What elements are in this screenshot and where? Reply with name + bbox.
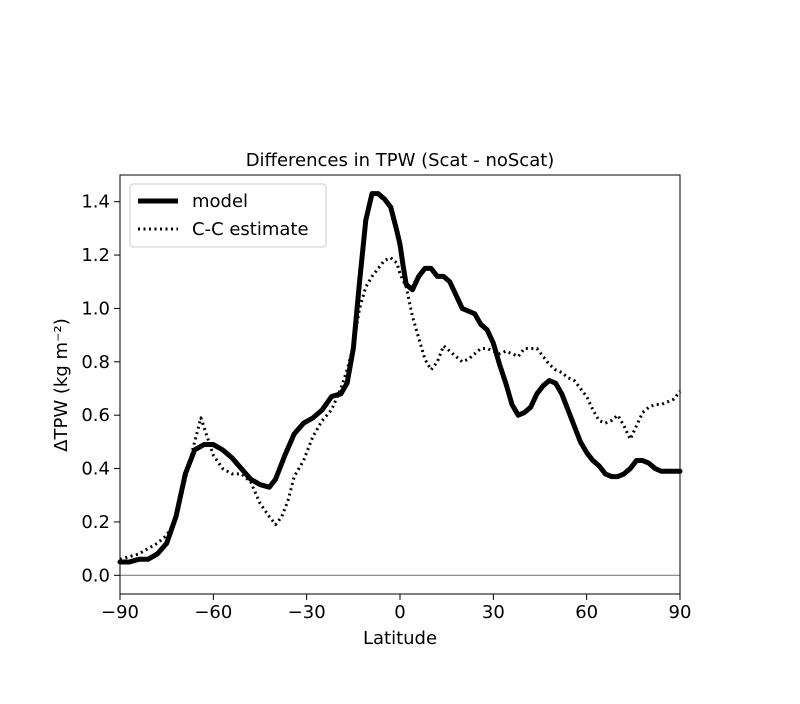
series-line-model: [117, 191, 683, 565]
legend-label-model: model: [192, 191, 248, 212]
y-tick-label: 1.2: [81, 245, 110, 266]
legend-label-cc-estimate: C-C estimate: [192, 219, 309, 240]
x-tick-label: −60: [194, 602, 232, 623]
x-tick-label: −30: [288, 602, 326, 623]
legend: model C-C estimate: [129, 183, 327, 248]
legend-frame: [129, 183, 327, 248]
x-tick-label: 30: [482, 602, 505, 623]
x-tick-label: −90: [101, 602, 139, 623]
chart-title: Differences in TPW (Scat - noScat): [246, 150, 555, 171]
y-tick-label: 0.4: [81, 459, 110, 480]
y-tick-label: 1.0: [81, 298, 110, 319]
y-tick-label: 0.6: [81, 405, 110, 426]
y-axis-label: ΔTPW (kg m⁻²): [51, 318, 72, 452]
x-axis-label: Latitude: [363, 628, 437, 649]
x-tick-label: 0: [394, 602, 405, 623]
y-tick-label: 0.8: [81, 352, 110, 373]
y-tick-label: 1.4: [81, 192, 110, 213]
x-tick-label: 90: [669, 602, 692, 623]
y-tick-label: 0.2: [81, 512, 110, 533]
y-tick-label: 0.0: [81, 565, 110, 586]
x-tick-label: 60: [575, 602, 598, 623]
